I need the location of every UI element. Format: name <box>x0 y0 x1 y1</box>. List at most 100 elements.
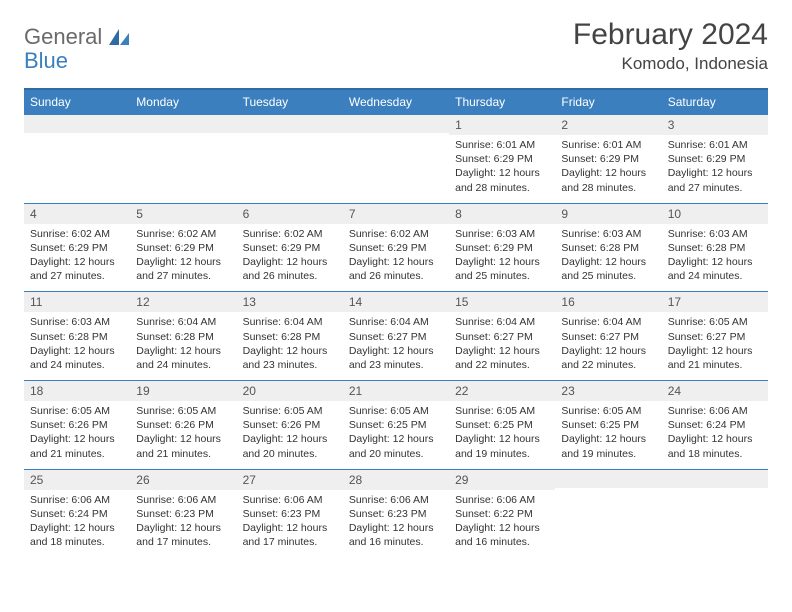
calendar-cell: 22Sunrise: 6:05 AMSunset: 6:25 PMDayligh… <box>449 381 555 470</box>
sunset-text: Sunset: 6:27 PM <box>349 330 443 344</box>
sunrise-text: Sunrise: 6:06 AM <box>136 493 230 507</box>
sunset-text: Sunset: 6:27 PM <box>455 330 549 344</box>
header: General February 2024 Komodo, Indonesia <box>24 18 768 74</box>
sunset-text: Sunset: 6:24 PM <box>30 507 124 521</box>
calendar-cell: 2Sunrise: 6:01 AMSunset: 6:29 PMDaylight… <box>555 115 661 204</box>
day-content <box>343 133 449 199</box>
daylight-text: Daylight: 12 hours and 22 minutes. <box>455 344 549 372</box>
calendar-cell: 9Sunrise: 6:03 AMSunset: 6:28 PMDaylight… <box>555 203 661 292</box>
sunrise-text: Sunrise: 6:01 AM <box>668 138 762 152</box>
calendar-cell: 3Sunrise: 6:01 AMSunset: 6:29 PMDaylight… <box>662 115 768 204</box>
daylight-text: Daylight: 12 hours and 25 minutes. <box>561 255 655 283</box>
sunset-text: Sunset: 6:25 PM <box>349 418 443 432</box>
sunset-text: Sunset: 6:28 PM <box>243 330 337 344</box>
day-number: 5 <box>130 204 236 224</box>
sunrise-text: Sunrise: 6:06 AM <box>243 493 337 507</box>
sunrise-text: Sunrise: 6:05 AM <box>349 404 443 418</box>
day-content: Sunrise: 6:05 AMSunset: 6:26 PMDaylight:… <box>237 401 343 469</box>
day-number: 9 <box>555 204 661 224</box>
daylight-text: Daylight: 12 hours and 22 minutes. <box>561 344 655 372</box>
daylight-text: Daylight: 12 hours and 18 minutes. <box>668 432 762 460</box>
day-number: 6 <box>237 204 343 224</box>
calendar-cell <box>237 115 343 204</box>
calendar-cell: 13Sunrise: 6:04 AMSunset: 6:28 PMDayligh… <box>237 292 343 381</box>
day-number <box>24 115 130 133</box>
day-number <box>662 470 768 488</box>
day-content <box>24 133 130 199</box>
daylight-text: Daylight: 12 hours and 24 minutes. <box>668 255 762 283</box>
calendar-cell: 4Sunrise: 6:02 AMSunset: 6:29 PMDaylight… <box>24 203 130 292</box>
day-number: 17 <box>662 292 768 312</box>
sunset-text: Sunset: 6:28 PM <box>561 241 655 255</box>
day-content: Sunrise: 6:04 AMSunset: 6:28 PMDaylight:… <box>237 312 343 380</box>
calendar-cell: 8Sunrise: 6:03 AMSunset: 6:29 PMDaylight… <box>449 203 555 292</box>
day-number: 19 <box>130 381 236 401</box>
daylight-text: Daylight: 12 hours and 26 minutes. <box>243 255 337 283</box>
sunrise-text: Sunrise: 6:02 AM <box>243 227 337 241</box>
sunrise-text: Sunrise: 6:02 AM <box>136 227 230 241</box>
logo-text-general: General <box>24 24 102 50</box>
day-number: 10 <box>662 204 768 224</box>
daylight-text: Daylight: 12 hours and 19 minutes. <box>455 432 549 460</box>
logo: General <box>24 24 132 50</box>
sunset-text: Sunset: 6:27 PM <box>668 330 762 344</box>
sunrise-text: Sunrise: 6:01 AM <box>561 138 655 152</box>
sunrise-text: Sunrise: 6:06 AM <box>455 493 549 507</box>
sunset-text: Sunset: 6:23 PM <box>243 507 337 521</box>
sunset-text: Sunset: 6:29 PM <box>455 152 549 166</box>
day-content: Sunrise: 6:05 AMSunset: 6:25 PMDaylight:… <box>555 401 661 469</box>
day-content: Sunrise: 6:04 AMSunset: 6:28 PMDaylight:… <box>130 312 236 380</box>
sunrise-text: Sunrise: 6:03 AM <box>30 315 124 329</box>
daylight-text: Daylight: 12 hours and 16 minutes. <box>455 521 549 549</box>
calendar-cell: 27Sunrise: 6:06 AMSunset: 6:23 PMDayligh… <box>237 469 343 557</box>
calendar-cell <box>662 469 768 557</box>
day-content: Sunrise: 6:01 AMSunset: 6:29 PMDaylight:… <box>555 135 661 203</box>
sunset-text: Sunset: 6:28 PM <box>668 241 762 255</box>
sunrise-text: Sunrise: 6:05 AM <box>136 404 230 418</box>
day-number: 8 <box>449 204 555 224</box>
sunset-text: Sunset: 6:29 PM <box>136 241 230 255</box>
calendar-cell <box>24 115 130 204</box>
calendar-cell: 25Sunrise: 6:06 AMSunset: 6:24 PMDayligh… <box>24 469 130 557</box>
sunrise-text: Sunrise: 6:03 AM <box>668 227 762 241</box>
calendar-cell: 1Sunrise: 6:01 AMSunset: 6:29 PMDaylight… <box>449 115 555 204</box>
daylight-text: Daylight: 12 hours and 28 minutes. <box>455 166 549 194</box>
sunset-text: Sunset: 6:29 PM <box>30 241 124 255</box>
calendar-week-row: 18Sunrise: 6:05 AMSunset: 6:26 PMDayligh… <box>24 381 768 470</box>
sunset-text: Sunset: 6:24 PM <box>668 418 762 432</box>
day-number: 26 <box>130 470 236 490</box>
daylight-text: Daylight: 12 hours and 25 minutes. <box>455 255 549 283</box>
day-content: Sunrise: 6:06 AMSunset: 6:22 PMDaylight:… <box>449 490 555 558</box>
sunset-text: Sunset: 6:22 PM <box>455 507 549 521</box>
daylight-text: Daylight: 12 hours and 26 minutes. <box>349 255 443 283</box>
day-number: 15 <box>449 292 555 312</box>
day-number: 11 <box>24 292 130 312</box>
sunset-text: Sunset: 6:29 PM <box>561 152 655 166</box>
daylight-text: Daylight: 12 hours and 19 minutes. <box>561 432 655 460</box>
day-content: Sunrise: 6:05 AMSunset: 6:25 PMDaylight:… <box>343 401 449 469</box>
calendar-cell <box>343 115 449 204</box>
daylight-text: Daylight: 12 hours and 23 minutes. <box>243 344 337 372</box>
day-content: Sunrise: 6:03 AMSunset: 6:29 PMDaylight:… <box>449 224 555 292</box>
calendar-cell: 29Sunrise: 6:06 AMSunset: 6:22 PMDayligh… <box>449 469 555 557</box>
sunrise-text: Sunrise: 6:04 AM <box>243 315 337 329</box>
day-number: 25 <box>24 470 130 490</box>
daylight-text: Daylight: 12 hours and 21 minutes. <box>668 344 762 372</box>
calendar-cell: 11Sunrise: 6:03 AMSunset: 6:28 PMDayligh… <box>24 292 130 381</box>
calendar-cell: 19Sunrise: 6:05 AMSunset: 6:26 PMDayligh… <box>130 381 236 470</box>
weekday-header: Saturday <box>662 89 768 115</box>
daylight-text: Daylight: 12 hours and 16 minutes. <box>349 521 443 549</box>
day-content: Sunrise: 6:04 AMSunset: 6:27 PMDaylight:… <box>555 312 661 380</box>
weekday-header: Wednesday <box>343 89 449 115</box>
sunrise-text: Sunrise: 6:05 AM <box>30 404 124 418</box>
daylight-text: Daylight: 12 hours and 17 minutes. <box>136 521 230 549</box>
calendar-cell: 21Sunrise: 6:05 AMSunset: 6:25 PMDayligh… <box>343 381 449 470</box>
day-number: 28 <box>343 470 449 490</box>
daylight-text: Daylight: 12 hours and 18 minutes. <box>30 521 124 549</box>
daylight-text: Daylight: 12 hours and 20 minutes. <box>349 432 443 460</box>
day-content: Sunrise: 6:05 AMSunset: 6:25 PMDaylight:… <box>449 401 555 469</box>
sunrise-text: Sunrise: 6:05 AM <box>668 315 762 329</box>
calendar-cell: 20Sunrise: 6:05 AMSunset: 6:26 PMDayligh… <box>237 381 343 470</box>
day-content: Sunrise: 6:06 AMSunset: 6:23 PMDaylight:… <box>343 490 449 558</box>
calendar-cell: 6Sunrise: 6:02 AMSunset: 6:29 PMDaylight… <box>237 203 343 292</box>
